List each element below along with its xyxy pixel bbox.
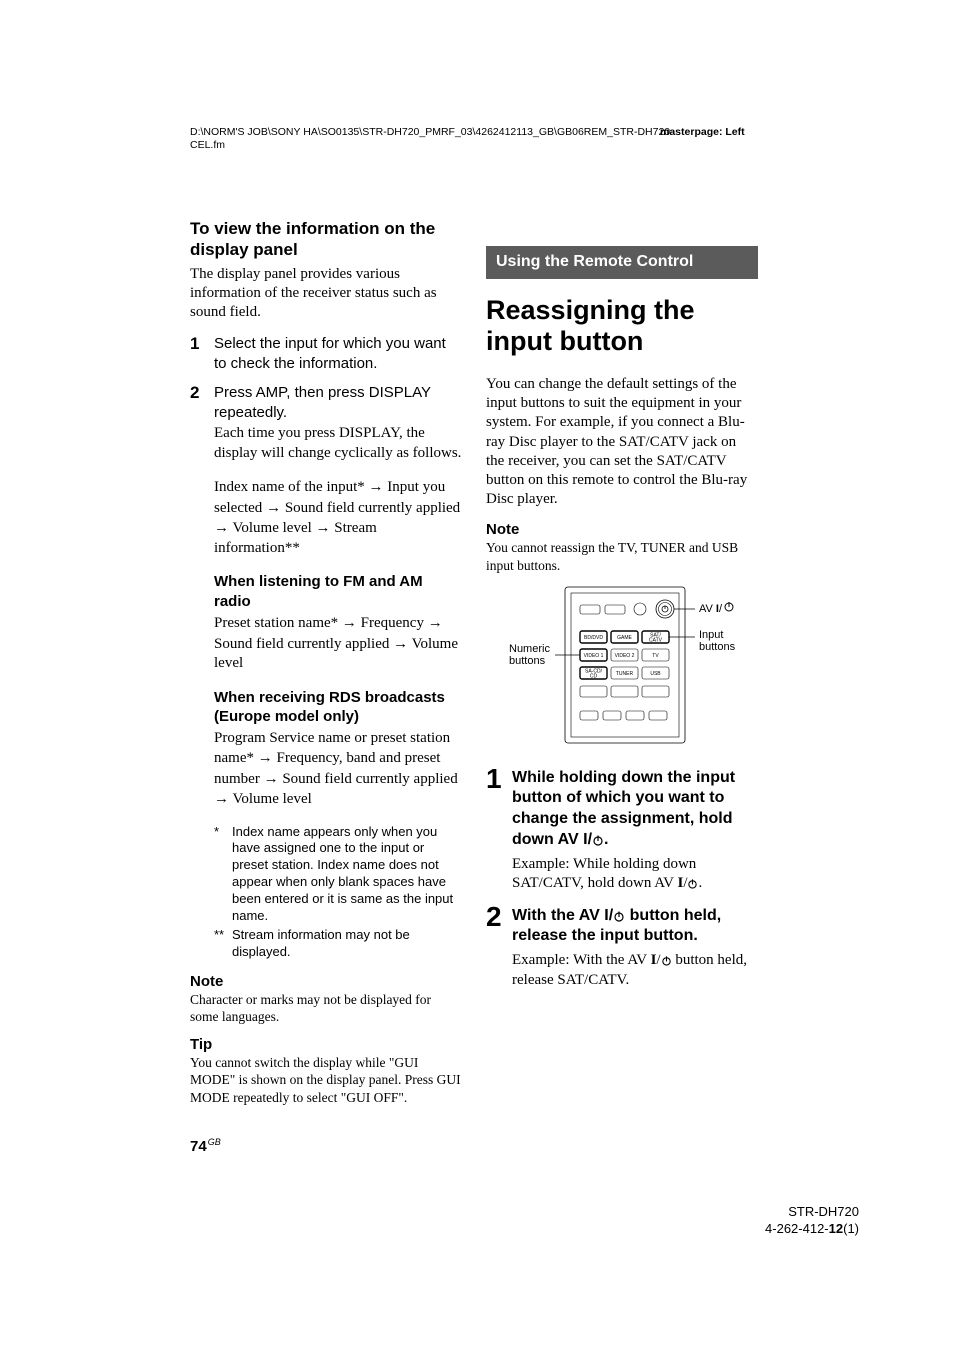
step-number: 2 bbox=[486, 903, 512, 991]
svg-text:CATV: CATV bbox=[649, 637, 663, 643]
arrow-icon: → bbox=[258, 749, 273, 766]
step-2: 2 Press AMP, then press DISPLAY repeated… bbox=[190, 383, 462, 963]
power-icon bbox=[661, 955, 672, 966]
svg-text:TUNER: TUNER bbox=[615, 671, 633, 677]
tip-heading: Tip bbox=[190, 1036, 462, 1053]
step-text: Press AMP, then press DISPLAY repeatedly… bbox=[214, 383, 462, 963]
note-body: Character or marks may not be displayed … bbox=[190, 991, 462, 1026]
heading-display-panel: To view the information on the display p… bbox=[190, 218, 462, 261]
power-icon bbox=[592, 834, 604, 846]
big-step-2: 2 With the AV I/ button held, release th… bbox=[486, 906, 758, 991]
svg-text:BD/DVD: BD/DVD bbox=[584, 635, 603, 641]
big-step-1: 1 While holding down the input button of… bbox=[486, 768, 758, 894]
arrow-icon: → bbox=[369, 478, 384, 495]
step-example: Example: While holding down SAT/CATV, ho… bbox=[512, 855, 758, 894]
svg-text:AV I/: AV I/ bbox=[699, 603, 723, 615]
svg-text:VIDEO 2: VIDEO 2 bbox=[614, 653, 634, 659]
header-file-path: D:\NORM'S JOB\SONY HA\SO0135\STR-DH720_P… bbox=[190, 126, 690, 152]
step-number: 2 bbox=[190, 383, 214, 963]
step-content: With the AV I/ button held, release the … bbox=[512, 906, 758, 991]
arrow-icon: → bbox=[428, 614, 443, 631]
step-text: Select the input for which you want to c… bbox=[214, 334, 462, 373]
footnote-mark: * bbox=[214, 824, 232, 925]
svg-text:GAME: GAME bbox=[617, 635, 632, 641]
footnote-text: Stream information may not be displayed. bbox=[232, 927, 462, 961]
subheading-fm: When listening to FM and AM radio bbox=[214, 572, 462, 611]
tip-body: You cannot switch the display while "GUI… bbox=[190, 1054, 462, 1107]
step-number: 1 bbox=[190, 334, 214, 373]
fm-cycle: Preset station name* → Frequency → Sound… bbox=[214, 613, 462, 674]
svg-text:CD: CD bbox=[589, 673, 597, 679]
page-number: 74GB bbox=[190, 1137, 221, 1155]
footer-doc-number: 4-262-412-12(1) bbox=[765, 1221, 859, 1238]
page-lang: GB bbox=[208, 1137, 221, 1147]
footnote-2: ** Stream information may not be display… bbox=[214, 927, 462, 961]
step-number: 1 bbox=[486, 765, 512, 894]
footnote-text: Index name appears only when you have as… bbox=[232, 824, 462, 925]
svg-text:Input: Input bbox=[699, 629, 723, 641]
arrow-icon: → bbox=[316, 519, 331, 536]
power-icon bbox=[613, 910, 625, 922]
step-2-cycle: Index name of the input* → Input you sel… bbox=[214, 477, 462, 558]
power-icon bbox=[687, 878, 698, 889]
arrow-icon: → bbox=[266, 499, 281, 516]
svg-text:VIDEO 1: VIDEO 1 bbox=[583, 653, 603, 659]
svg-text:USB: USB bbox=[650, 671, 661, 677]
note-heading: Note bbox=[190, 973, 462, 990]
subheading-rds: When receiving RDS broadcasts (Europe mo… bbox=[214, 688, 462, 727]
left-column: To view the information on the display p… bbox=[190, 218, 462, 1114]
step-content: While holding down the input button of w… bbox=[512, 768, 758, 894]
arrow-icon: → bbox=[393, 635, 408, 652]
footer-model: STR-DH720 4-262-412-12(1) bbox=[765, 1204, 859, 1238]
step-2-body: Each time you press DISPLAY, the display… bbox=[214, 424, 462, 463]
page: D:\NORM'S JOB\SONY HA\SO0135\STR-DH720_P… bbox=[0, 0, 954, 1350]
arrow-icon: → bbox=[264, 770, 279, 787]
svg-text:Numeric: Numeric bbox=[509, 643, 550, 655]
step-example: Example: With the AV I/ button held, rel… bbox=[512, 951, 758, 990]
step-1: 1 Select the input for which you want to… bbox=[190, 334, 462, 373]
svg-text:buttons: buttons bbox=[509, 655, 546, 667]
heading-reassign: Reassigning the input button bbox=[486, 295, 758, 357]
remote-diagram: BD/DVD GAME SAT/ CATV VIDEO 1 VIDEO 2 TV bbox=[495, 583, 750, 748]
arrow-icon: → bbox=[342, 614, 357, 631]
intro-text: The display panel provides various infor… bbox=[190, 265, 462, 323]
note-heading: Note bbox=[486, 521, 758, 538]
section-banner: Using the Remote Control bbox=[486, 246, 758, 279]
svg-text:TV: TV bbox=[652, 653, 659, 659]
arrow-icon: → bbox=[214, 790, 229, 807]
footnote-1: * Index name appears only when you have … bbox=[214, 824, 462, 925]
rds-cycle: Program Service name or preset station n… bbox=[214, 729, 462, 810]
note-body: You cannot reassign the TV, TUNER and US… bbox=[486, 539, 758, 574]
footer-model-name: STR-DH720 bbox=[765, 1204, 859, 1221]
step-2-heading: Press AMP, then press DISPLAY repeatedly… bbox=[214, 384, 431, 421]
header-masterpage: masterpage: Left bbox=[660, 126, 745, 138]
arrow-icon: → bbox=[214, 519, 229, 536]
right-column: Using the Remote Control Reassigning the… bbox=[486, 218, 758, 1002]
svg-text:buttons: buttons bbox=[699, 641, 736, 653]
footnote-mark: ** bbox=[214, 927, 232, 961]
intro-reassign: You can change the default settings of t… bbox=[486, 375, 758, 509]
